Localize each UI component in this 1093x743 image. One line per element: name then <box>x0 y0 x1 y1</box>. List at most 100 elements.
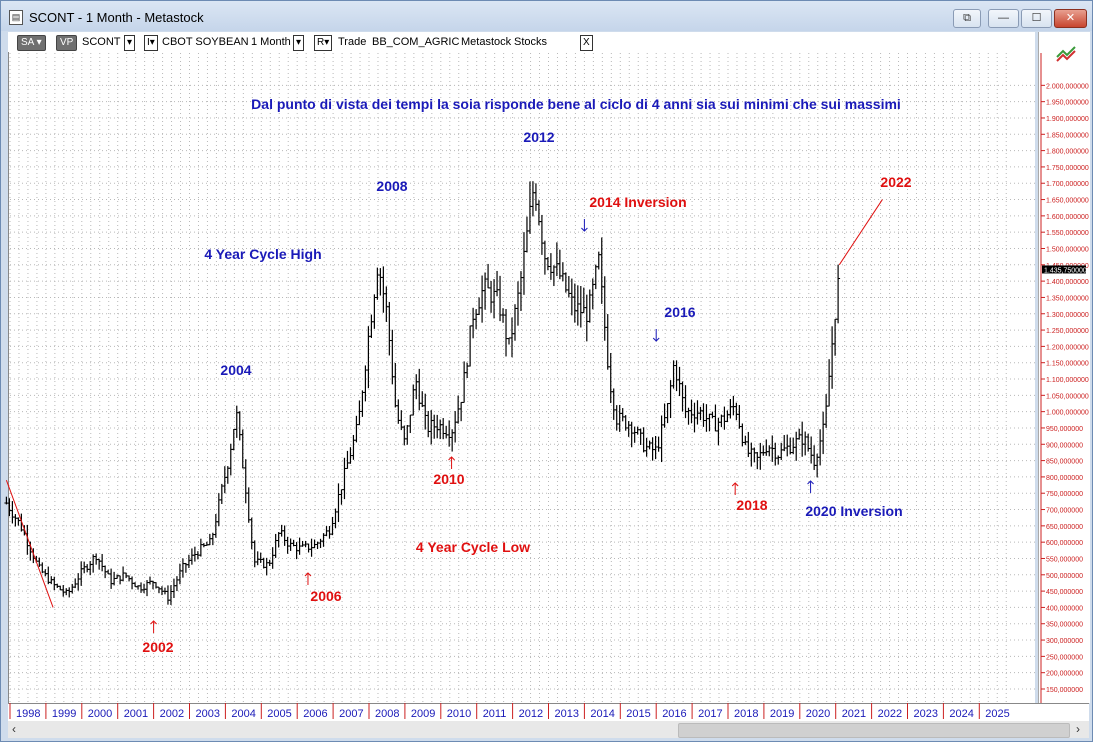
y-tick-label: 350,000000 <box>1046 622 1083 629</box>
y-tick-label: 600,000000 <box>1046 540 1083 547</box>
price-bars <box>4 181 841 605</box>
maximize-button[interactable]: ☐ <box>1021 9 1052 28</box>
x-tick-label: 2002 <box>160 708 184 720</box>
scroll-right-arrow-icon[interactable]: › <box>1076 722 1080 736</box>
window-title: SCONT - 1 Month - Metastock <box>29 10 204 25</box>
symbol-dropdown[interactable]: ▾ <box>124 35 136 51</box>
y-tick-label: 1.700,000000 <box>1046 181 1089 188</box>
x-tick-label: 2010 <box>447 708 471 720</box>
source-label: Metastock <box>461 36 512 48</box>
cycle-arrow-icon <box>581 219 588 232</box>
y-tick-label: 500,000000 <box>1046 573 1083 580</box>
x-tick-label: 2013 <box>555 708 579 720</box>
y-tick-label: 200,000000 <box>1046 671 1083 678</box>
last-price-label: 1.435,750000 <box>1044 267 1087 274</box>
chart-annotation: 2016 <box>664 304 695 320</box>
trade-label: Trade <box>338 36 367 48</box>
chart-annotation: 2008 <box>376 178 407 194</box>
x-tick-label: 2012 <box>519 708 543 720</box>
r-dropdown[interactable]: R▾ <box>314 35 333 51</box>
scrollbar-thumb[interactable] <box>678 723 1070 738</box>
x-tick-label: 2024 <box>949 708 973 720</box>
y-tick-label: 1.900,000000 <box>1046 116 1089 123</box>
cycle-arrow-icon <box>448 456 455 469</box>
horizontal-scrollbar[interactable]: ‹ › <box>8 721 1089 738</box>
y-tick-label: 900,000000 <box>1046 442 1083 449</box>
y-tick-label: 1.200,000000 <box>1046 344 1089 351</box>
cycle-arrow-icon <box>304 572 312 585</box>
x-tick-label: 2017 <box>698 708 722 720</box>
cycle-arrow-icon <box>731 482 739 495</box>
sa-button[interactable]: SA ▾ <box>17 35 46 51</box>
grid-layer <box>9 53 1037 703</box>
chart-annotation: 2010 <box>433 471 464 487</box>
cycle-arrow-icon <box>652 329 660 342</box>
app-icon: ▤ <box>9 10 23 25</box>
y-tick-label: 2.000,000000 <box>1046 83 1089 90</box>
scroll-left-arrow-icon[interactable]: ‹ <box>12 722 16 736</box>
restore-layout-button[interactable]: ⧉ <box>953 9 981 28</box>
x-tick-label: 2001 <box>124 708 148 720</box>
x-tick-label: 2009 <box>411 708 435 720</box>
y-tick-label: 250,000000 <box>1046 654 1083 661</box>
chart-toolbar: SA ▾ VP SCONT ▾ I▾ CBOT SOYBEAN 1 Month … <box>8 32 1034 52</box>
y-tick-label: 1.000,000000 <box>1046 410 1089 417</box>
chart-annotation: 2020 Inversion <box>805 503 902 519</box>
x-tick-label: 2014 <box>590 708 614 720</box>
periodicity-label: 1 Month <box>251 36 291 48</box>
y-tick-label: 1.800,000000 <box>1046 149 1089 156</box>
close-button[interactable]: ✕ <box>1054 9 1087 28</box>
y-tick-label: 1.300,000000 <box>1046 312 1089 319</box>
y-tick-label: 1.150,000000 <box>1046 361 1089 368</box>
y-tick-label: 150,000000 <box>1046 687 1083 694</box>
x-tick-label: 2007 <box>339 708 363 720</box>
trend-line <box>5 479 54 608</box>
x-tick-label: 2025 <box>985 708 1009 720</box>
security-dropdown-icon[interactable]: I▾ <box>144 35 158 51</box>
chart-annotation: 4 Year Cycle Low <box>416 539 530 555</box>
x-tick-label: 2000 <box>88 708 112 720</box>
trade-arrows-icon[interactable] <box>1056 46 1076 62</box>
y-tick-label: 850,000000 <box>1046 459 1083 466</box>
x-tick-label: 2015 <box>626 708 650 720</box>
y-tick-label: 800,000000 <box>1046 475 1083 482</box>
toolbar-close-button[interactable]: X <box>580 35 593 51</box>
x-tick-label: 2003 <box>196 708 220 720</box>
y-tick-label: 1.550,000000 <box>1046 230 1089 237</box>
price-axis-panel[interactable] <box>1038 32 1090 703</box>
x-tick-label: 2021 <box>842 708 866 720</box>
y-tick-label: 1.400,000000 <box>1046 279 1089 286</box>
x-tick-label: 2011 <box>483 708 507 720</box>
sa-label: SA <box>21 37 34 48</box>
chart-annotation: 2006 <box>310 588 341 604</box>
chart-annotation: 2018 <box>736 497 767 513</box>
title-bar[interactable]: ▤ SCONT - 1 Month - Metastock ⧉ — ☐ ✕ <box>1 1 1092 31</box>
x-tick-label: 2004 <box>231 708 255 720</box>
last-price-marker <box>1042 265 1086 274</box>
security-name: CBOT SOYBEAN <box>162 36 249 48</box>
chart-annotation: 2014 Inversion <box>589 194 686 210</box>
minimize-button[interactable]: — <box>988 9 1019 28</box>
x-axis-ticks: 1998 1999 2000 2001 2002 2003 2004 2005 2006 2007… <box>9 703 1010 720</box>
x-tick-label: 2020 <box>806 708 830 720</box>
chart-annotation: Dal punto di vista dei tempi la soia ris… <box>251 96 901 112</box>
chart-annotation: 2022 <box>880 174 911 190</box>
vp-button[interactable]: VP <box>56 35 78 51</box>
y-tick-label: 1.950,000000 <box>1046 100 1089 107</box>
chart-annotation: 2002 <box>142 639 173 655</box>
x-tick-label: 2016 <box>662 708 686 720</box>
category-label: Stocks <box>514 36 548 48</box>
y-tick-label: 300,000000 <box>1046 638 1083 645</box>
periodicity-dropdown[interactable]: ▾ <box>293 35 305 51</box>
annotations: Dal punto di vista dei tempi la soia ris… <box>5 96 912 655</box>
chart-annotation: 4 Year Cycle High <box>204 246 321 262</box>
y-tick-label: 1.650,000000 <box>1046 198 1089 205</box>
x-tick-label: 1998 <box>16 708 40 720</box>
y-axis-ticks: 150,000000 200,000000 250,000000 300,000000… <box>1040 53 1089 703</box>
x-tick-label: 2023 <box>914 708 938 720</box>
chart-area[interactable] <box>8 32 1035 703</box>
trend-line <box>838 199 883 266</box>
y-tick-label: 1.350,000000 <box>1046 295 1089 302</box>
r-label: R <box>317 37 325 48</box>
